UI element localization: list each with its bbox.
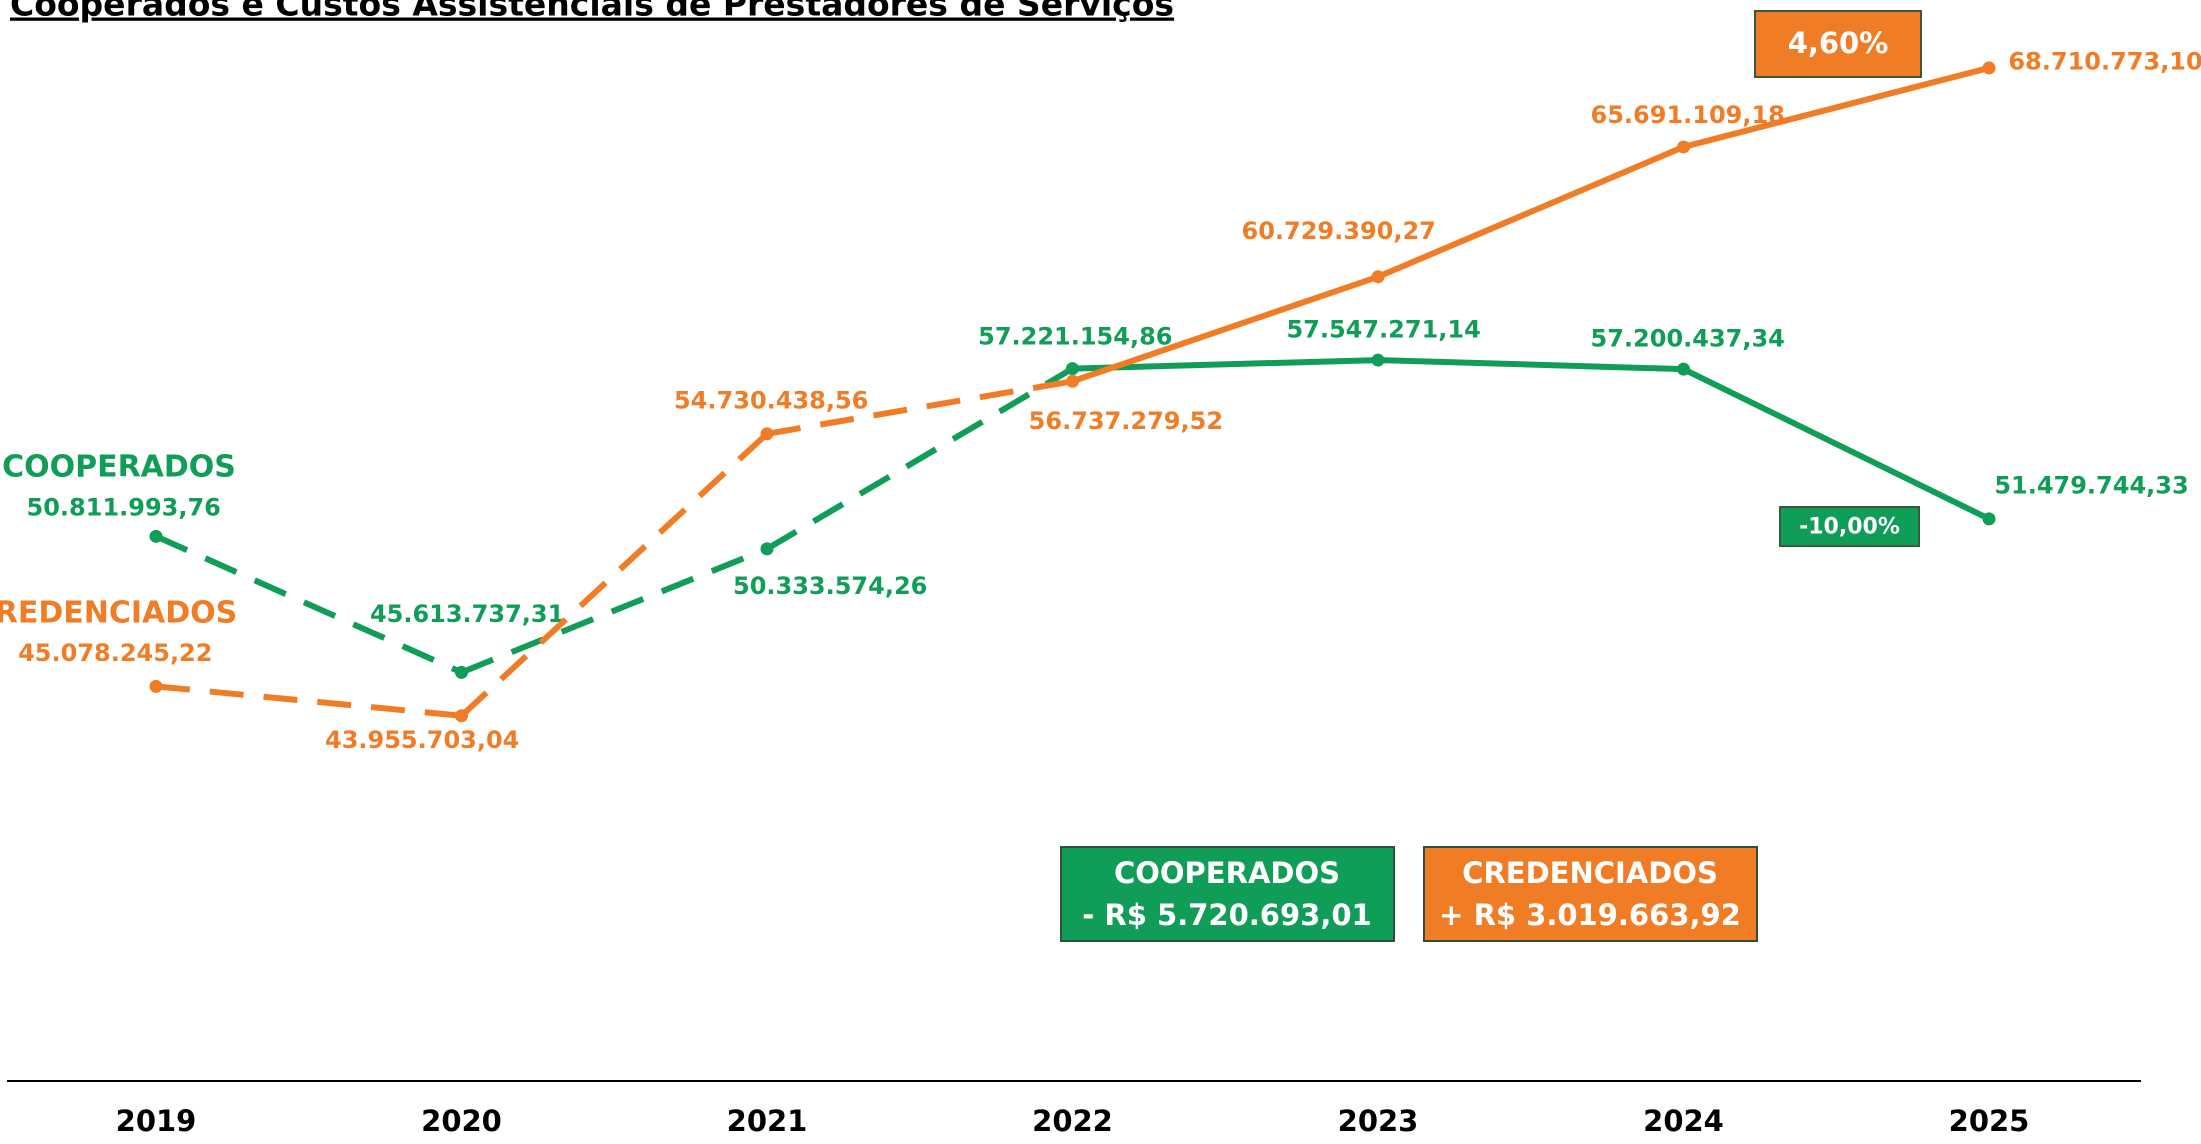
summary-box bbox=[1060, 846, 1395, 942]
x-tick-label: 2025 bbox=[1949, 1104, 2030, 1138]
data-label: 54.730.438,56 bbox=[674, 386, 868, 414]
data-label: 43.955.703,04 bbox=[325, 726, 519, 754]
data-label: 68.710.773,10 bbox=[2008, 47, 2201, 75]
line-segment bbox=[1377, 357, 1684, 373]
line-segment bbox=[1682, 366, 1991, 522]
annotation-box bbox=[1754, 10, 1922, 78]
annotation: -10,00% bbox=[1799, 515, 1900, 540]
data-label: 50.333.574,26 bbox=[733, 572, 927, 600]
legend-label: COOPERADOS bbox=[2, 450, 236, 485]
data-label: 65.691.109,18 bbox=[1591, 101, 1785, 129]
point bbox=[1982, 61, 1996, 75]
data-label: 50.811.993,76 bbox=[27, 493, 221, 521]
line-segment bbox=[1376, 144, 1685, 280]
annotation-box bbox=[1779, 506, 1920, 547]
summary-title: CREDENCIADOS bbox=[1462, 856, 1718, 890]
line-segment bbox=[459, 431, 770, 718]
summary-text: - R$ 5.720.693,01 bbox=[1082, 898, 1371, 932]
line-segment bbox=[155, 683, 462, 719]
x-tick-label: 2022 bbox=[1032, 1104, 1113, 1138]
data-label: 57.200.437,34 bbox=[1591, 325, 1785, 353]
point bbox=[149, 679, 163, 693]
line-segment bbox=[154, 533, 463, 676]
line-segment bbox=[765, 366, 1075, 552]
data-label: 56.737.279,52 bbox=[1029, 407, 1223, 435]
point bbox=[1371, 353, 1385, 367]
point bbox=[1677, 362, 1690, 376]
point bbox=[1371, 270, 1385, 284]
summary-box bbox=[1423, 846, 1758, 942]
point bbox=[1066, 374, 1079, 388]
data-label: 45.078.245,22 bbox=[18, 639, 212, 667]
point bbox=[1982, 512, 1996, 526]
point bbox=[1677, 140, 1690, 154]
x-tick-label: 2019 bbox=[116, 1104, 197, 1138]
point bbox=[455, 709, 468, 723]
line-segment bbox=[1071, 273, 1379, 385]
x-tick-label: 2021 bbox=[727, 1104, 808, 1138]
data-label: 60.729.390,27 bbox=[1242, 217, 1436, 245]
x-tick-label: 2024 bbox=[1643, 1104, 1724, 1138]
point bbox=[149, 529, 163, 543]
data-label: 57.547.271,14 bbox=[1286, 316, 1480, 344]
x-tick-label: 2023 bbox=[1338, 1104, 1419, 1138]
summary-title: COOPERADOS bbox=[1114, 856, 1340, 890]
annotation: 4,60% bbox=[1788, 26, 1889, 60]
point bbox=[1066, 362, 1079, 376]
line-segment bbox=[1072, 357, 1379, 372]
line-segment bbox=[460, 546, 769, 676]
chart-title: Cooperados e Custos Assistenciais de Pre… bbox=[10, 0, 1174, 24]
summary-text: + R$ 3.019.663,92 bbox=[1439, 898, 1741, 932]
point bbox=[760, 427, 774, 441]
line-segment bbox=[1682, 65, 1990, 150]
data-label: 51.479.744,33 bbox=[1994, 472, 2188, 500]
point bbox=[760, 542, 774, 556]
x-tick-label: 2020 bbox=[421, 1104, 502, 1138]
data-label: 45.613.737,31 bbox=[370, 600, 564, 628]
data-label: 57.221.154,86 bbox=[978, 323, 1172, 351]
point bbox=[455, 665, 468, 679]
legend-label: CREDENCIADOS bbox=[0, 596, 237, 631]
